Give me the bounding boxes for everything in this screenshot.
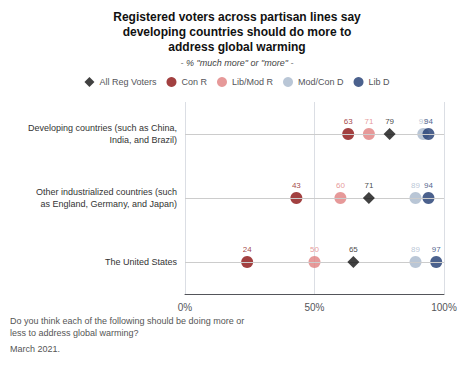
svg-text:97: 97 bbox=[432, 245, 441, 254]
svg-text:Registered voters across parti: Registered voters across partisan lines … bbox=[113, 10, 361, 24]
svg-text:50: 50 bbox=[310, 245, 319, 254]
svg-text:Mod/Con D: Mod/Con D bbox=[298, 77, 344, 87]
svg-text:address global warming: address global warming bbox=[168, 40, 305, 54]
svg-text:24: 24 bbox=[243, 245, 252, 254]
svg-text:65: 65 bbox=[349, 245, 358, 254]
svg-text:Lib/Mod R: Lib/Mod R bbox=[232, 77, 274, 87]
svg-text:50%: 50% bbox=[304, 302, 324, 313]
svg-text:developing countries should do: developing countries should do more to bbox=[123, 25, 352, 39]
svg-text:All Reg Voters: All Reg Voters bbox=[99, 77, 157, 87]
svg-text:Do you think each of the follo: Do you think each of the following shoul… bbox=[10, 316, 244, 326]
svg-text:Con R: Con R bbox=[181, 77, 207, 87]
svg-text:- % "much more" or "more" -: - % "much more" or "more" - bbox=[181, 58, 294, 68]
svg-text:63: 63 bbox=[344, 117, 353, 126]
svg-text:as England, Germany, and Japan: as England, Germany, and Japan) bbox=[41, 199, 177, 209]
svg-text:The United States: The United States bbox=[105, 257, 178, 267]
svg-text:100%: 100% bbox=[431, 302, 457, 313]
svg-text:Other industrialized countries: Other industrialized countries (such bbox=[36, 187, 177, 197]
svg-text:India, and Brazil): India, and Brazil) bbox=[102, 135, 177, 145]
svg-text:Developing countries (such as: Developing countries (such as China, bbox=[28, 123, 177, 133]
svg-text:89: 89 bbox=[411, 245, 420, 254]
svg-text:94: 94 bbox=[424, 117, 433, 126]
svg-text:Lib D: Lib D bbox=[369, 77, 391, 87]
svg-text:71: 71 bbox=[364, 117, 373, 126]
svg-text:71: 71 bbox=[364, 181, 373, 190]
svg-text:March 2021.: March 2021. bbox=[10, 344, 60, 354]
svg-text:43: 43 bbox=[292, 181, 301, 190]
svg-text:94: 94 bbox=[424, 181, 433, 190]
svg-text:0%: 0% bbox=[178, 302, 193, 313]
svg-text:less to address global warming: less to address global warming? bbox=[10, 328, 139, 338]
svg-text:89: 89 bbox=[411, 181, 420, 190]
svg-text:60: 60 bbox=[336, 181, 345, 190]
svg-text:79: 79 bbox=[385, 117, 394, 126]
